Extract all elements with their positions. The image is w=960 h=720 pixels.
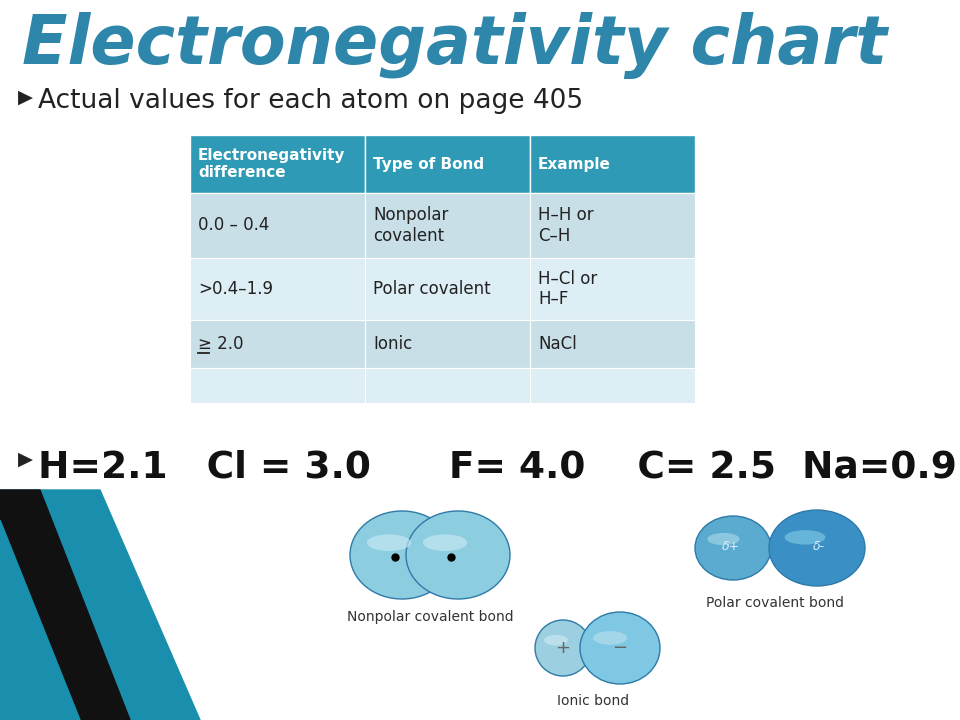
Text: ▶: ▶ (18, 450, 33, 469)
Polygon shape (0, 520, 80, 720)
FancyBboxPatch shape (365, 258, 530, 320)
FancyBboxPatch shape (530, 135, 695, 193)
FancyBboxPatch shape (190, 135, 365, 193)
Text: ▶: ▶ (18, 88, 33, 107)
Ellipse shape (423, 534, 468, 551)
FancyBboxPatch shape (190, 258, 365, 320)
Text: H–H or
C–H: H–H or C–H (538, 206, 593, 245)
Ellipse shape (761, 537, 789, 559)
Text: NaCl: NaCl (538, 335, 577, 353)
Ellipse shape (350, 511, 454, 599)
FancyBboxPatch shape (365, 320, 530, 368)
Polygon shape (0, 490, 130, 720)
Ellipse shape (406, 511, 510, 599)
Text: Electronegativity
difference: Electronegativity difference (198, 148, 346, 180)
Ellipse shape (593, 631, 627, 645)
FancyBboxPatch shape (365, 368, 530, 403)
Ellipse shape (367, 534, 411, 551)
FancyBboxPatch shape (365, 193, 530, 258)
Text: >0.4–1.9: >0.4–1.9 (198, 280, 273, 298)
Text: Polar covalent: Polar covalent (373, 280, 491, 298)
Text: Ionic: Ionic (373, 335, 412, 353)
Polygon shape (0, 490, 200, 720)
Ellipse shape (708, 533, 739, 545)
Text: Actual values for each atom on page 405: Actual values for each atom on page 405 (38, 88, 583, 114)
Text: H=2.1   Cl = 3.0      F= 4.0    C= 2.5  Na=0.9: H=2.1 Cl = 3.0 F= 4.0 C= 2.5 Na=0.9 (38, 450, 957, 486)
Ellipse shape (769, 510, 865, 586)
Ellipse shape (784, 530, 826, 544)
FancyBboxPatch shape (530, 320, 695, 368)
Text: Nonpolar
covalent: Nonpolar covalent (373, 206, 448, 245)
FancyBboxPatch shape (530, 193, 695, 258)
Ellipse shape (695, 516, 771, 580)
Ellipse shape (535, 620, 591, 676)
Text: Electronegativity chart: Electronegativity chart (22, 12, 887, 79)
Text: 0.0 – 0.4: 0.0 – 0.4 (198, 217, 270, 235)
FancyBboxPatch shape (365, 135, 530, 193)
FancyBboxPatch shape (190, 193, 365, 258)
Text: H–Cl or
H–F: H–Cl or H–F (538, 269, 597, 308)
Text: Ionic bond: Ionic bond (557, 694, 629, 708)
FancyBboxPatch shape (530, 258, 695, 320)
Text: δ-: δ- (813, 539, 825, 552)
Text: δ+: δ+ (722, 539, 740, 552)
Ellipse shape (580, 612, 660, 684)
FancyBboxPatch shape (190, 368, 365, 403)
FancyBboxPatch shape (530, 368, 695, 403)
Text: Polar covalent bond: Polar covalent bond (706, 596, 844, 610)
Ellipse shape (544, 635, 568, 645)
Text: Example: Example (538, 156, 611, 171)
Text: ≥ 2.0: ≥ 2.0 (198, 335, 244, 353)
FancyBboxPatch shape (190, 320, 365, 368)
Text: Type of Bond: Type of Bond (373, 156, 484, 171)
Text: Nonpolar covalent bond: Nonpolar covalent bond (347, 610, 514, 624)
Text: −: − (612, 639, 628, 657)
Text: +: + (556, 639, 570, 657)
